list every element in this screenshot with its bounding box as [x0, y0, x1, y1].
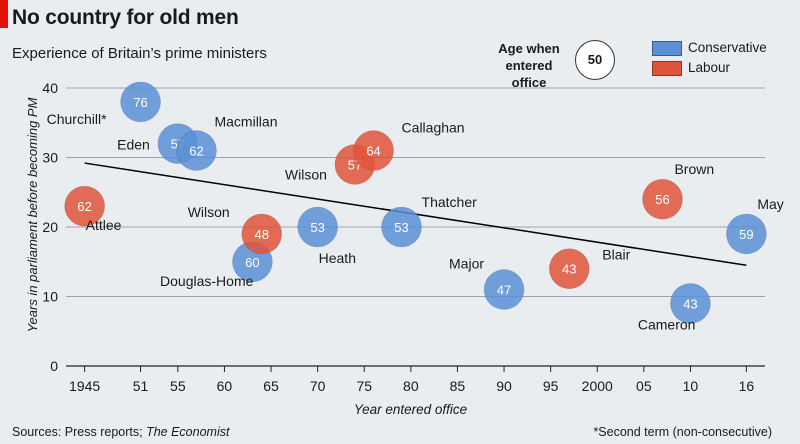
bubble-labour	[241, 213, 283, 255]
x-tick-label: 80	[403, 378, 419, 394]
y-tick-label: 40	[42, 80, 58, 96]
y-tick-label: 0	[50, 358, 58, 374]
x-tick-label: 60	[217, 378, 233, 394]
bubble-size-key-label: Age when entered office	[498, 41, 560, 90]
bubble-age-label: 56	[655, 192, 669, 207]
source-note: Sources: Press reports; The Economist	[12, 425, 229, 439]
y-axis-title: Years in parliament before becoming PM	[25, 97, 40, 332]
pm-name-label: Douglas-Home	[160, 273, 254, 289]
bubble-age-label: 47	[497, 283, 511, 298]
x-tick-label: 55	[170, 378, 186, 394]
bubble-age-label: 53	[310, 220, 324, 235]
legend-swatch-conservative	[652, 41, 682, 56]
footnote: *Second term (non-consecutive)	[593, 425, 772, 439]
bubble-conservative	[483, 269, 525, 310]
pm-name-label: Brown	[674, 161, 714, 177]
pm-name-label: Thatcher	[422, 194, 478, 210]
pm-name-label: Attlee	[86, 217, 122, 233]
bubble-age-label: 53	[394, 220, 408, 235]
bubble-conservative	[726, 213, 767, 255]
x-tick-label: 16	[739, 378, 755, 394]
source-publication: The Economist	[146, 425, 230, 439]
x-tick-label: 65	[263, 378, 279, 394]
bubble-age-label: 48	[254, 227, 268, 242]
bubble-age-label: 43	[683, 296, 697, 311]
bubble-age-label: 64	[366, 144, 380, 159]
y-tick-label: 20	[42, 219, 58, 235]
pm-name-label: Churchill*	[47, 111, 107, 127]
source-prefix: Sources: Press reports;	[12, 425, 147, 439]
bubble-age-label: 59	[739, 227, 753, 242]
x-tick-label: 70	[310, 378, 326, 394]
x-tick-label: 90	[496, 378, 512, 394]
bubble-conservative	[670, 283, 711, 324]
pm-name-label: Blair	[602, 247, 630, 263]
bubble-labour	[642, 178, 683, 220]
bubble-conservative	[381, 206, 422, 248]
pm-name-label: Major	[449, 256, 484, 272]
bubble-labour	[548, 248, 590, 290]
pm-name-label: Callaghan	[402, 120, 465, 136]
y-tick-label: 30	[42, 150, 58, 166]
bubble-conservative	[176, 130, 217, 171]
x-tick-label: 85	[450, 378, 466, 394]
bubble-age-label: 76	[133, 95, 147, 110]
y-tick-label: 10	[42, 289, 58, 305]
x-tick-label: 51	[133, 378, 149, 394]
pm-name-label: Wilson	[285, 166, 327, 182]
pm-name-label: Cameron	[638, 316, 696, 332]
x-tick-label: 10	[683, 378, 699, 394]
pm-name-label: May	[757, 196, 783, 212]
bubble-age-label: 62	[77, 199, 91, 214]
x-tick-label: 05	[636, 378, 652, 394]
bubble-size-key-circle: 50	[575, 40, 615, 80]
legend-label-conservative: Conservative	[688, 40, 767, 55]
x-tick-label: 95	[543, 378, 559, 394]
legend-label-labour: Labour	[688, 60, 731, 75]
bubble-age-label: 62	[189, 144, 203, 159]
brand-red-bar	[0, 0, 8, 28]
chart-title: No country for old men	[12, 6, 239, 29]
bubble-age-label: 43	[562, 262, 576, 277]
bubble-labour	[353, 130, 394, 171]
bubble-age-label: 60	[245, 255, 259, 270]
pm-name-label: Macmillan	[214, 114, 277, 130]
legend-swatch-labour	[652, 61, 682, 76]
chart-subtitle: Experience of Britain’s prime ministers	[12, 45, 267, 62]
pm-name-label: Eden	[117, 137, 150, 153]
x-axis-title: Year entered office	[354, 402, 467, 417]
bubble-labour	[64, 185, 105, 227]
x-tick-label: 75	[356, 378, 372, 394]
x-tick-label: 2000	[582, 378, 613, 394]
pm-name-label: Wilson	[188, 204, 230, 220]
pm-name-label: Heath	[319, 250, 356, 266]
bubble-conservative	[297, 206, 338, 248]
x-tick-label: 1945	[69, 378, 100, 394]
bubble-conservative	[120, 81, 161, 123]
